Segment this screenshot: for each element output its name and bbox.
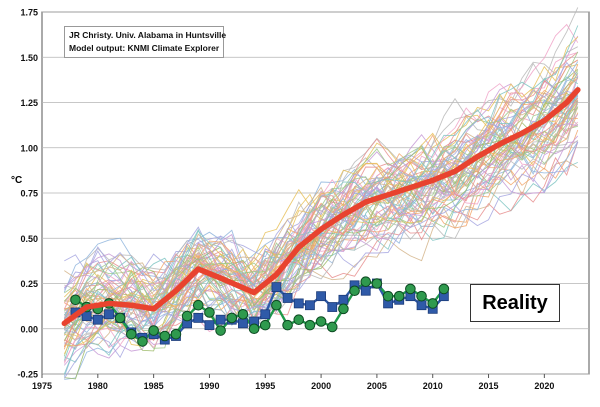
observation-series-2-point: [382, 290, 394, 302]
observation-series-2-point: [371, 278, 383, 289]
observation-series-2-point: [248, 323, 260, 335]
y-tick-label: 1.50: [20, 53, 38, 63]
observation-series-2-point: [405, 283, 416, 295]
observation-series-2-point: [192, 299, 204, 311]
observation-series-2-point: [271, 299, 282, 311]
model-run-line: [64, 114, 579, 331]
observation-series-2-point: [215, 325, 226, 336]
model-run-line: [64, 106, 579, 302]
observation-series-2-point: [126, 328, 137, 340]
observation-series-2-point: [349, 285, 360, 297]
model-run-line: [63, 121, 579, 363]
x-tick-label: 1975: [32, 381, 52, 391]
y-tick-label: 0.00: [20, 324, 38, 334]
observation-series-1-point: [338, 294, 349, 305]
observation-series-2-line: [74, 280, 445, 343]
observation-series-2-point: [282, 319, 293, 331]
observation-series-2-point: [293, 314, 305, 326]
credit-line-2: Model output: KNMI Climate Explorer: [69, 43, 220, 53]
observation-series-2-point: [114, 312, 126, 324]
observation-series-2-point: [226, 312, 238, 324]
model-run-line: [63, 160, 579, 342]
model-run-line: [63, 85, 579, 293]
observation-series-1-point: [271, 282, 282, 293]
observation-series-2-point: [137, 336, 148, 347]
observation-series-2-point: [360, 276, 372, 287]
x-tick-label: 2000: [311, 381, 331, 391]
observation-series-1-point: [260, 309, 271, 320]
observation-series-2-point: [315, 316, 327, 327]
observation-series-2-point: [304, 319, 316, 331]
observation-series-1-point: [215, 314, 226, 325]
observation-series-1-point: [81, 311, 92, 321]
observation-series-1-point: [305, 300, 315, 311]
observation-series-2-point: [427, 298, 439, 309]
observation-series-2-point: [393, 290, 405, 302]
x-tick-label: 1995: [255, 381, 275, 391]
observation-series-1-point: [327, 302, 338, 312]
y-axis-label: °C: [11, 175, 23, 186]
x-tick-label: 2020: [534, 381, 554, 391]
credit-box: JR Christy. Univ. Alabama in Huntsville …: [64, 26, 227, 58]
observation-series-2-point: [170, 328, 182, 340]
observation-series-1-point: [104, 309, 114, 320]
y-tick-label: 1.25: [20, 98, 38, 108]
y-tick-label: -0.25: [17, 370, 38, 380]
observation-series-1-point: [282, 293, 293, 303]
y-tick-label: 1.00: [20, 143, 38, 153]
x-tick-label: 2010: [423, 381, 443, 391]
observation-series-2-point: [338, 303, 349, 315]
model-run-line: [64, 36, 579, 347]
x-tick-label: 1985: [144, 381, 164, 391]
y-tick-label: 0.50: [20, 234, 38, 244]
observation-series-1-point: [92, 314, 103, 325]
observation-series-2-point: [416, 290, 427, 302]
y-tick-label: 0.75: [20, 189, 38, 199]
x-tick-label: 2015: [479, 381, 499, 391]
observation-series-2-point: [237, 308, 249, 320]
observation-series-1-point: [316, 291, 326, 302]
observation-series-1-point: [293, 298, 304, 309]
observation-series-1-point: [193, 312, 204, 323]
observation-series-1-point: [416, 300, 427, 311]
model-mean-line: [61, 87, 581, 327]
y-tick-label: 0.25: [20, 279, 38, 289]
observation-series-1-line: [75, 281, 445, 341]
observation-series-2-point: [70, 294, 81, 306]
model-run-line: [63, 123, 578, 297]
model-run-line: [63, 61, 579, 379]
observation-series-1-point: [238, 318, 248, 329]
reality-label: Reality: [470, 284, 560, 322]
credit-line-1: JR Christy. Univ. Alabama in Huntsville: [69, 30, 227, 40]
observation-series-2-point: [204, 307, 215, 318]
x-tick-label: 1990: [199, 381, 219, 391]
x-tick-label: 1980: [88, 381, 108, 391]
observation-series-2-point: [159, 330, 171, 342]
model-run-line: [63, 92, 579, 327]
y-tick-label: 1.75: [20, 8, 38, 18]
model-run-line: [63, 101, 579, 341]
observation-series-1-point: [204, 320, 215, 331]
observation-series-2-point: [259, 319, 271, 331]
observation-series-1-point: [360, 285, 371, 296]
observation-series-2-point: [148, 325, 159, 336]
observation-series-2-point: [438, 283, 450, 295]
model-run-line: [64, 77, 579, 292]
model-run-line: [63, 25, 579, 334]
model-run-line: [64, 90, 578, 291]
observation-series-2-point: [326, 321, 338, 333]
x-tick-label: 2005: [367, 381, 387, 391]
observation-series-2-point: [181, 310, 193, 322]
